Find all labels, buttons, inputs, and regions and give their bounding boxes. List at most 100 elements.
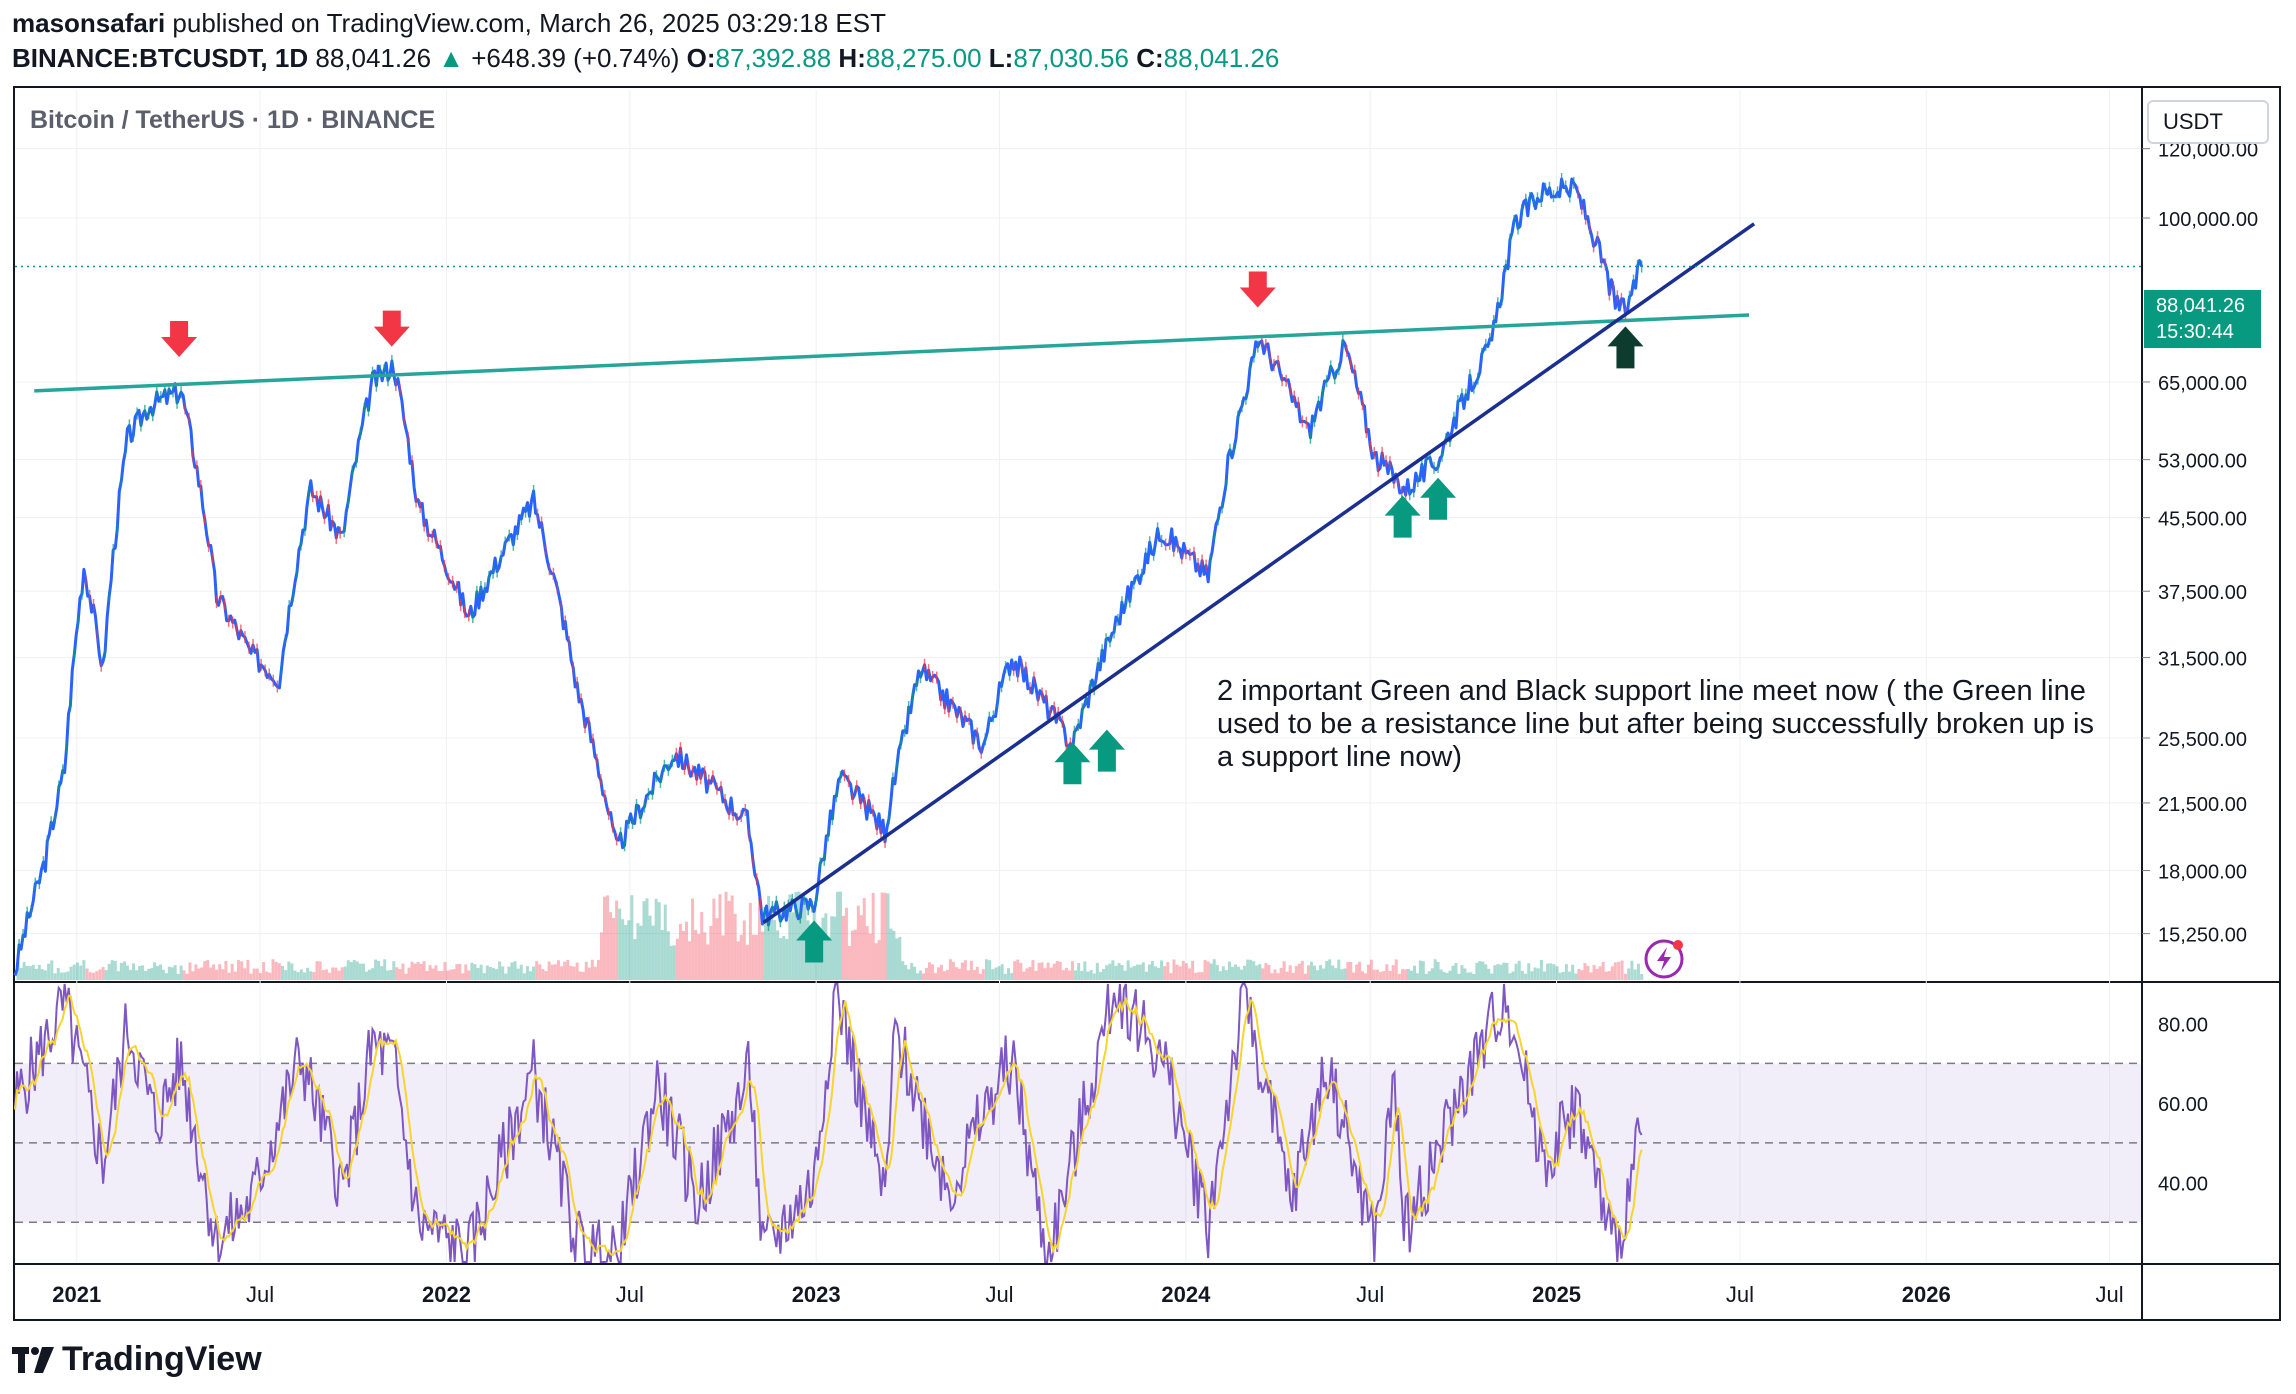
volume-bar: [1475, 962, 1479, 980]
volume-bar: [1221, 966, 1225, 980]
volume-bar: [556, 960, 560, 980]
volume-bar: [416, 961, 420, 980]
volume-bar: [1558, 972, 1562, 980]
volume-bar: [395, 967, 399, 980]
volume-bar: [122, 961, 126, 980]
volume-bar: [1077, 963, 1081, 980]
volume-bar: [1586, 965, 1590, 980]
volume-bar: [1132, 966, 1136, 980]
volume-bar: [1331, 965, 1335, 980]
price-change: +648.39 (+0.74%): [471, 43, 680, 73]
volume-bar: [1466, 972, 1470, 980]
volume-bar: [569, 966, 573, 980]
rsi-axis[interactable]: 80.00 60.00 40.00: [2158, 1015, 2208, 1196]
volume-bar: [685, 921, 689, 980]
volume-bar: [501, 966, 505, 980]
volume-bar: [440, 971, 444, 980]
volume-bar: [1273, 969, 1277, 980]
volume-bar: [709, 925, 713, 980]
volume-bar: [464, 964, 468, 980]
volume-bar: [188, 962, 192, 980]
volume-bar: [694, 929, 698, 980]
volume-bar: [994, 967, 998, 980]
volume-bar: [212, 964, 216, 980]
volume-bar: [984, 959, 988, 980]
volume-bar: [1533, 967, 1537, 980]
volume-bar: [321, 970, 325, 980]
volume-bar: [1052, 963, 1056, 980]
volume-bar: [377, 960, 381, 980]
volume-bar: [398, 969, 402, 980]
volume-bar: [1209, 963, 1213, 980]
annotation-text[interactable]: 2 important Green and Black support line…: [1217, 675, 2094, 773]
volume-bar: [1363, 973, 1367, 980]
author-name[interactable]: masonsafari: [12, 8, 166, 38]
volume-bar: [1343, 968, 1347, 980]
volume-bar: [407, 967, 411, 980]
up-arrow-icon: [1420, 477, 1457, 520]
volume-bar: [158, 964, 162, 980]
volume-bar: [449, 969, 453, 980]
volume-bar: [125, 965, 129, 980]
volume-bar: [262, 962, 266, 980]
volume-bar: [1240, 969, 1244, 980]
volume-bar: [748, 902, 752, 980]
volume-bar: [128, 969, 132, 980]
tradingview-logo[interactable]: TradingView: [12, 1340, 262, 1379]
volume-bar: [1237, 966, 1241, 980]
volume-bar: [745, 944, 749, 980]
volume-bar: [485, 965, 489, 980]
volume-bar: [309, 971, 313, 980]
volume-bar: [541, 969, 545, 980]
down-arrow-icon: [373, 310, 410, 347]
volume-bar: [921, 973, 925, 980]
volume-bar: [1514, 963, 1518, 980]
volume-bar: [1234, 964, 1238, 980]
volume-bar: [691, 898, 695, 980]
volume-bar: [639, 925, 643, 980]
volume-bar: [331, 967, 335, 980]
time-axis[interactable]: 2021 Jul 2022 Jul 2023 Jul 2024 Jul 2025 Jul 2026 J…: [52, 1282, 2123, 1307]
volume-bar: [981, 969, 985, 980]
price-tick-label: 21,500.00: [2158, 794, 2247, 816]
volume-bar: [736, 941, 740, 980]
lightning-icon[interactable]: [1644, 939, 1684, 979]
volume-bar: [606, 895, 610, 980]
volume-bar: [404, 973, 408, 980]
volume-bar: [221, 969, 225, 980]
volume-bar: [265, 971, 269, 980]
volume-bar: [963, 960, 967, 980]
time-tick-label: 2026: [1902, 1282, 1951, 1307]
volume-bar: [1007, 968, 1011, 980]
price-line: [13, 177, 1644, 976]
volume-bar: [718, 894, 722, 980]
price-tag-countdown: 15:30:44: [2156, 321, 2234, 343]
volume-bar: [364, 971, 368, 980]
volume-bar: [1123, 970, 1127, 980]
volume-bar: [249, 973, 253, 980]
volume-bar: [246, 959, 250, 980]
currency-button[interactable]: USDT: [2147, 100, 2269, 144]
volume-bar: [476, 967, 480, 980]
volume-bar: [185, 973, 189, 980]
volume-bar: [1013, 961, 1017, 980]
price-axis[interactable]: 120,000.00 100,000.00 65,000.00 53,000.00 45…: [2142, 140, 2258, 947]
volume-bar: [892, 930, 896, 980]
volume-bar: [287, 961, 291, 980]
volume-bar: [1138, 964, 1142, 980]
volume-bar: [1627, 968, 1631, 980]
volume-bar: [507, 966, 511, 980]
change-up-icon: ▲: [438, 43, 464, 73]
volume-bar: [997, 966, 1001, 980]
up-arrow-icon: [1384, 495, 1421, 538]
volume-bar: [978, 973, 982, 980]
volume-bar: [1490, 973, 1494, 980]
volume-bar: [907, 969, 911, 980]
volume-bar: [1083, 961, 1087, 980]
volume-bar: [757, 897, 761, 980]
volume-bar: [227, 972, 231, 980]
volume-bar: [672, 945, 676, 980]
volume-bar: [371, 968, 375, 980]
volume-bar: [1549, 963, 1553, 980]
